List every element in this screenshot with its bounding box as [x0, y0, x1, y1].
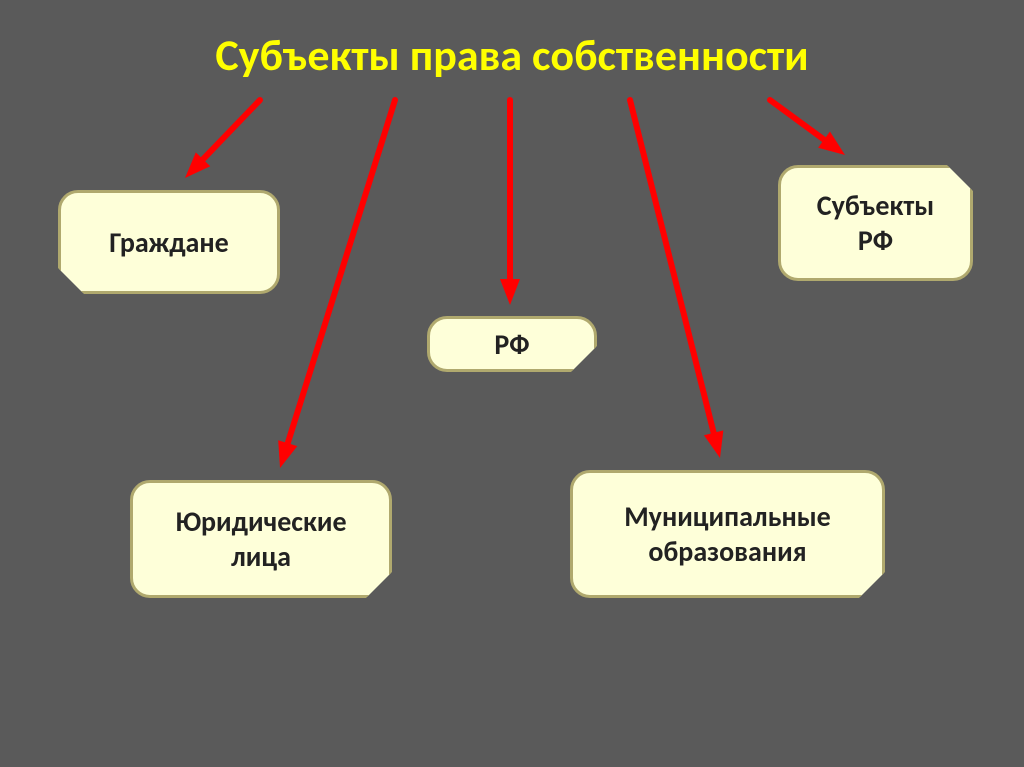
box-subjects-rf: Субъекты РФ: [778, 165, 973, 281]
box-rf: РФ: [427, 316, 597, 372]
box-citizens-label: Граждане: [109, 225, 228, 260]
arrows-layer: [0, 0, 1024, 767]
box-legal-label: Юридические лица: [175, 504, 346, 574]
box-municipal: Муниципальные образования: [570, 470, 885, 598]
slide-title: Субъекты права собственности: [0, 28, 1024, 82]
box-subjects-label: Субъекты РФ: [817, 188, 934, 258]
box-legal: Юридические лица: [130, 480, 392, 598]
box-municipal-label: Муниципальные образования: [624, 499, 831, 569]
slide: Субъекты права собственности Граждане Су…: [0, 0, 1024, 767]
box-rf-label: РФ: [494, 327, 529, 362]
box-citizens: Граждане: [58, 190, 280, 294]
